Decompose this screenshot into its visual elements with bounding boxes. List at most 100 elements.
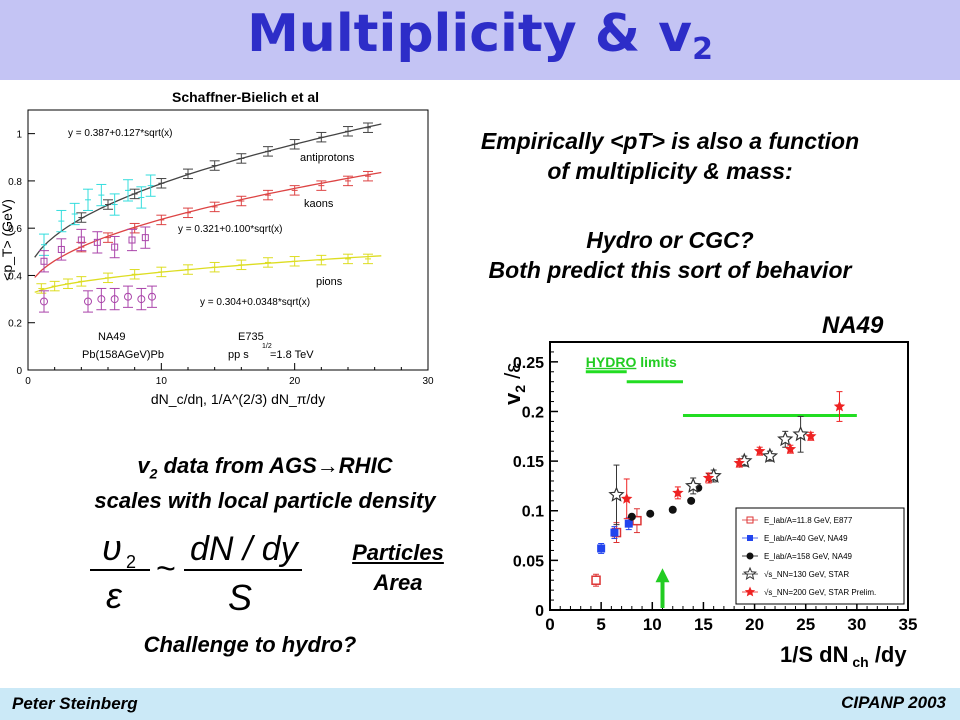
left-point-marker	[57, 245, 65, 253]
v2-text: v2 data from AGS→RHIC scales with local …	[0, 452, 530, 515]
right-y-axis-label: v2 /ε	[500, 363, 528, 405]
v2-line-1: v2 data from AGS→RHIC	[0, 452, 530, 487]
formula-dndy: dN / dy	[190, 530, 300, 568]
right-point-marker	[608, 486, 625, 502]
footer-author: Peter Steinberg	[12, 694, 138, 713]
right-y-tick-label: 0.15	[513, 454, 544, 471]
fit-label-pions: y = 0.304+0.0348*sqrt(x)	[200, 297, 310, 308]
label-pions: pions	[316, 276, 343, 288]
label-pp-energy: =1.8 TeV	[270, 349, 314, 361]
right-point-marker	[733, 457, 745, 468]
left-point-marker	[93, 238, 101, 246]
formula-area: S	[228, 577, 252, 618]
right-x-tick-label: 10	[643, 615, 662, 634]
left-y-tick-label: 1	[16, 130, 22, 141]
v2-scaling-chart: 0 5 10 15 20 25 30 35 0 0.05 0.1 0.15 0.2 0.25 1/S dN …	[500, 341, 918, 670]
right-x-tick-label: 15	[694, 615, 713, 634]
empirical-line-2: of multiplicity & mass:	[547, 158, 793, 184]
left-point-marker	[128, 236, 136, 244]
right-y-tick-label: 0.1	[522, 504, 544, 521]
hydro-limits-label: HYDRO limits	[586, 354, 677, 370]
right-x-axis-label-end: /dy	[869, 642, 908, 667]
left-point-marker	[97, 295, 106, 304]
right-point-marker	[684, 477, 702, 493]
right-point-marker	[754, 445, 766, 456]
right-point-marker	[805, 430, 817, 442]
left-point-marker	[110, 295, 119, 304]
left-point-marker	[84, 297, 92, 306]
formula-sim: ~	[156, 550, 176, 588]
footer-conference: CIPANP 2003	[841, 693, 946, 712]
label-pbpb: Pb(158AGeV)Pb	[82, 349, 164, 361]
v2-rhic: RHIC	[338, 453, 393, 478]
arrow-right-icon: →	[316, 453, 339, 478]
left-y-tick-label: 0.8	[8, 177, 22, 188]
green-arrow-head	[655, 568, 670, 583]
legend-marker	[743, 566, 757, 580]
particles-area-text: Particles Area	[318, 538, 478, 598]
label-pp-exp: 1/2	[262, 343, 272, 350]
pt-vs-multiplicity-chart: 0 10 20 30 0 0.2 0.4 0.6 0.8 1 dN_c/dη, 1/A^(2/3) …	[0, 109, 434, 407]
hydro-text: Hydro or CGC? Both predict this sort of …	[400, 225, 940, 285]
left-point-marker	[40, 297, 48, 306]
hydro-label-part-b: limits	[636, 354, 677, 370]
right-point-marker	[784, 443, 797, 455]
right-x-axis-label: 1/S dN ch /dy	[780, 642, 907, 670]
right-y-tick-label: 0.05	[513, 553, 544, 570]
fit-label-antiprotons: y = 0.387+0.127*sqrt(x)	[68, 128, 173, 139]
formula-upsilon: υ	[102, 527, 122, 568]
right-point-marker	[621, 492, 633, 504]
na49-label: NA49	[822, 312, 884, 339]
right-point-marker	[610, 528, 619, 537]
right-legend-box	[735, 507, 905, 605]
title-subscript: 2	[692, 32, 713, 67]
area-label: Area	[373, 570, 423, 595]
right-x-tick-label: 20	[745, 615, 764, 634]
legend-label: E_lab/A=40 GeV, NA49	[764, 534, 848, 543]
hydro-line-1: Hydro or CGC?	[586, 227, 754, 253]
fit-curve-pions	[34, 255, 382, 293]
right-y-tick-label: 0	[535, 603, 544, 620]
right-y-tick-label: 0.2	[522, 404, 544, 421]
particles-label: Particles	[352, 540, 444, 565]
right-y-tick-label: 0.25	[513, 355, 544, 372]
title-bar	[0, 0, 960, 80]
right-x-tick-label: 0	[545, 615, 554, 634]
left-point-marker	[111, 243, 119, 251]
formula-upsilon-sub: 2	[126, 552, 136, 572]
v2-ags: data from AGS	[157, 453, 317, 478]
right-point-marker	[792, 425, 809, 442]
left-point-marker	[137, 295, 146, 304]
right-x-tick-label: 35	[899, 615, 918, 634]
right-x-axis-label-main: 1/S dN	[780, 642, 848, 667]
page-title: Multiplicity & v2	[0, 4, 960, 67]
left-point-marker	[77, 236, 85, 244]
right-point-marker	[687, 496, 696, 505]
challenge-text: Challenge to hydro?	[143, 632, 357, 657]
left-y-tick-label: 0.4	[8, 271, 22, 282]
credit-text: Schaffner-Bielich et al	[172, 89, 320, 105]
right-point-marker	[624, 519, 633, 528]
footer-bar: Peter Steinberg CIPANP 2003	[0, 688, 960, 720]
empirical-line-1: Empirically <pT> is also a function	[480, 128, 860, 154]
fit-label-kaons: y = 0.321+0.100*sqrt(x)	[178, 224, 283, 235]
label-kaons: kaons	[304, 198, 334, 210]
legend-label: E_lab/A=158 GeV, NA49	[764, 552, 853, 561]
hydro-label-part-a: HYDRO	[586, 354, 637, 370]
right-y-axis-label-sub: 2	[512, 385, 528, 393]
legend-label: E_lab/A=11.8 GeV, E877	[764, 516, 853, 525]
right-point-marker	[591, 575, 601, 585]
left-y-tick-label: 0	[16, 366, 22, 377]
label-antiprotons: antiprotons	[300, 152, 355, 164]
right-x-axis-label-sub: ch	[848, 654, 868, 670]
left-x-tick-label: 10	[156, 376, 168, 387]
right-point-marker	[632, 515, 642, 526]
v2-subscript: 2	[149, 465, 158, 482]
left-x-axis-label: dN_c/dη, 1/A^(2/3) dN_π/dy	[151, 391, 325, 407]
label-na49: NA49	[98, 331, 126, 343]
right-point-marker	[761, 447, 779, 464]
label-e735: E735	[238, 331, 264, 343]
left-y-tick-label: 0.2	[8, 319, 22, 330]
label-pp: pp s	[228, 349, 249, 361]
right-point-marker	[672, 486, 684, 498]
